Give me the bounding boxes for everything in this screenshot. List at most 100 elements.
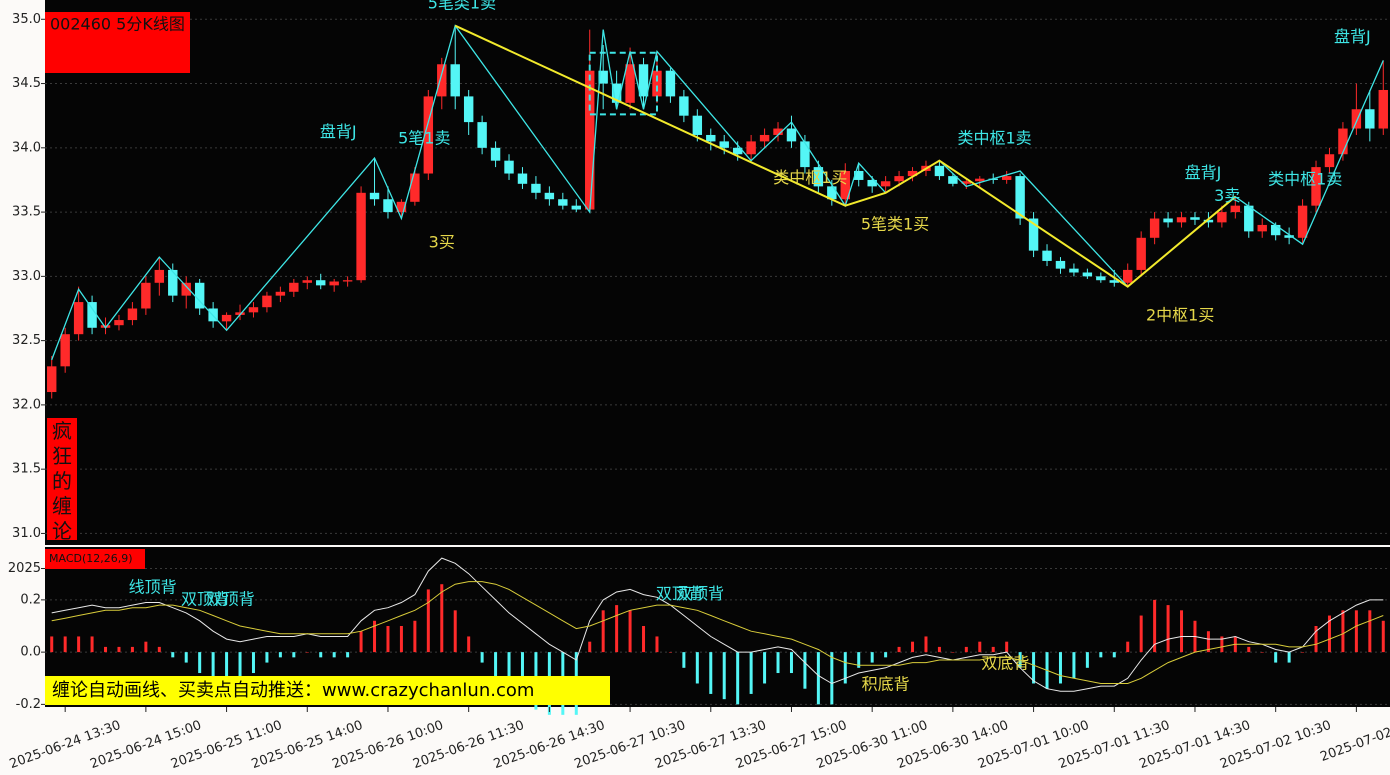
macd-bar — [63, 636, 67, 653]
candle-body — [181, 282, 191, 296]
macd-bar — [1032, 652, 1036, 684]
macd-bar — [305, 652, 309, 653]
candle-body — [490, 147, 501, 161]
y-tick-label: 32.0 — [12, 397, 41, 412]
macd-bar — [870, 652, 874, 663]
macd-bar — [588, 641, 592, 653]
y-tick-label: 33.5 — [12, 205, 41, 220]
candle-body — [1203, 219, 1214, 223]
candle-body — [961, 181, 972, 184]
macd-bar — [319, 652, 323, 658]
macd-bar — [494, 652, 498, 684]
candle-body — [356, 192, 366, 281]
side-label-box — [47, 418, 77, 540]
candle-body — [1082, 272, 1093, 277]
candle-body — [598, 70, 608, 84]
macd-bar — [628, 610, 632, 653]
macd-bar — [225, 652, 229, 689]
candle-body — [275, 291, 286, 296]
macd-bar — [104, 646, 108, 653]
macd-bar — [1220, 636, 1224, 653]
macd-bar — [467, 636, 471, 653]
candle-body — [194, 282, 205, 309]
candle-body — [665, 70, 676, 97]
macd-bar — [1314, 626, 1318, 653]
macd-bar — [292, 652, 296, 658]
zhongshu-box — [588, 51, 658, 116]
macd-bar — [1153, 599, 1157, 653]
candle-body — [558, 199, 568, 206]
candle-body — [531, 183, 541, 193]
candle-body — [1109, 280, 1119, 283]
candle-body — [114, 320, 124, 326]
macd-bar — [843, 652, 847, 684]
candle-body — [652, 70, 662, 97]
candle-body — [329, 281, 339, 286]
candle-body — [1311, 167, 1321, 206]
candle-body — [235, 312, 245, 315]
y-tick-label: 33.0 — [12, 269, 41, 284]
candle-body — [504, 160, 514, 174]
macd-bar — [1274, 652, 1278, 663]
macd-bar — [1301, 652, 1305, 653]
candle-body — [975, 178, 985, 182]
annotation: 盘背J — [320, 122, 357, 141]
macd-bar — [1368, 610, 1372, 653]
annotation: 3买 — [429, 232, 455, 251]
candle-body — [342, 280, 353, 282]
candle-body — [1176, 217, 1187, 223]
macd-bar — [238, 652, 242, 684]
candle-body — [706, 134, 716, 142]
macd-bar — [90, 636, 94, 653]
candle-body — [47, 366, 57, 393]
macd-bar — [615, 605, 619, 653]
candle-body — [1351, 109, 1362, 129]
candle-body — [369, 192, 380, 200]
annotation: 5笔类1卖 — [428, 0, 496, 12]
macd-bar — [1247, 646, 1251, 653]
y-tick-label: 32.5 — [12, 333, 41, 348]
candle-body — [1163, 218, 1173, 223]
side-label: 疯狂的缠论 — [52, 419, 72, 543]
macd-bar — [1005, 641, 1009, 653]
annotation: 盘背J — [1185, 163, 1222, 182]
candle-body — [463, 96, 474, 123]
candle-body — [759, 134, 770, 142]
macd-bar — [1341, 610, 1345, 653]
candle-body — [248, 307, 259, 313]
macd-bar — [171, 652, 175, 658]
macd-bar — [1287, 652, 1291, 663]
macd-bar — [830, 652, 834, 705]
macd-bar — [251, 652, 255, 674]
macd-bar — [1260, 652, 1264, 653]
bi-line — [51, 24, 1384, 361]
candle-body — [934, 165, 945, 177]
macd-bar — [937, 646, 941, 653]
candle-body — [800, 141, 810, 168]
candle-body — [1055, 260, 1066, 269]
candle-body — [854, 170, 864, 180]
candle-body — [719, 141, 729, 148]
candle-body — [638, 64, 649, 97]
candle-body — [477, 122, 487, 148]
plot-layer: 31.0 31.5 32.0 32.5 33.0 33.5 34.0 34.5 35.0 5笔类1… — [8, 0, 1390, 772]
candle-body — [679, 96, 689, 116]
macd-bar — [144, 641, 148, 653]
macd-bar — [426, 589, 430, 653]
y-tick-label: 31.5 — [12, 462, 41, 477]
candle-body — [692, 115, 703, 135]
macd-bar — [359, 631, 363, 653]
annotation: 类中枢1卖 — [1268, 169, 1342, 188]
candle-body — [571, 205, 581, 210]
candle-body — [396, 201, 407, 213]
candle-body — [1338, 128, 1348, 155]
macd-bar — [803, 652, 807, 689]
macd-bar — [736, 652, 740, 705]
candle-body — [302, 280, 312, 283]
annotation: 双底背 — [981, 653, 1029, 672]
macd-bar — [951, 652, 955, 653]
y-tick-label: 35.0 — [12, 12, 41, 27]
macd-bar — [413, 620, 417, 653]
segment-line — [454, 24, 1236, 288]
